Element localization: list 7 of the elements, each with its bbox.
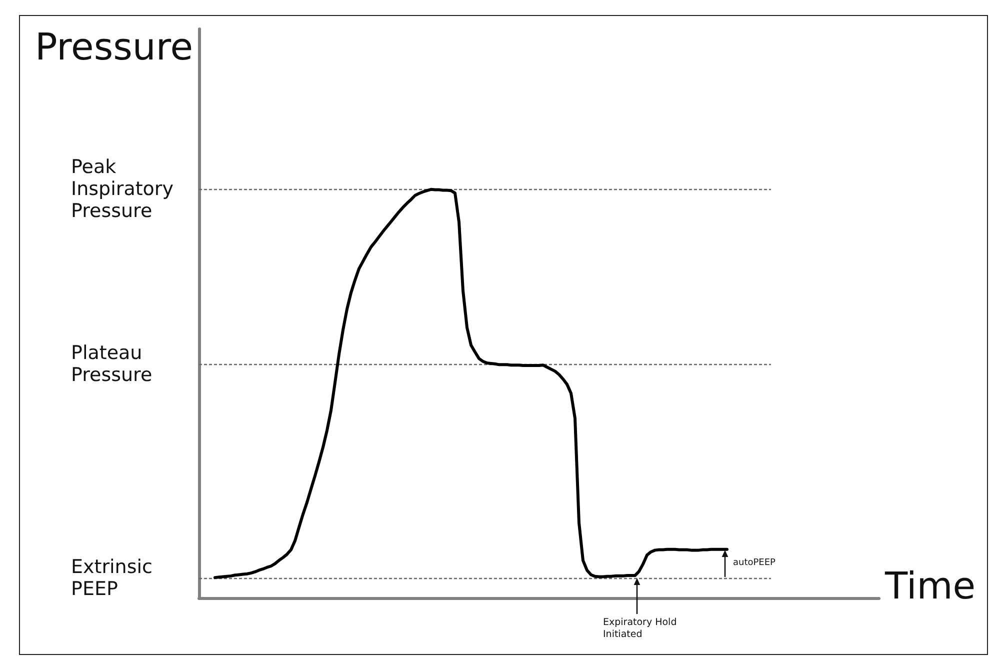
- ref-line-label: Extrinsic PEEP: [71, 556, 154, 600]
- annotation: autoPEEP: [733, 557, 776, 569]
- ref-line-label: Peak Inspiratory Pressure: [71, 156, 174, 222]
- text: Expiratory Hold Initiated: [603, 617, 678, 641]
- y-axis-title: Pressure: [35, 26, 193, 68]
- x-axis-title: Time: [884, 564, 976, 608]
- ref-line-label: Plateau Pressure: [71, 342, 154, 386]
